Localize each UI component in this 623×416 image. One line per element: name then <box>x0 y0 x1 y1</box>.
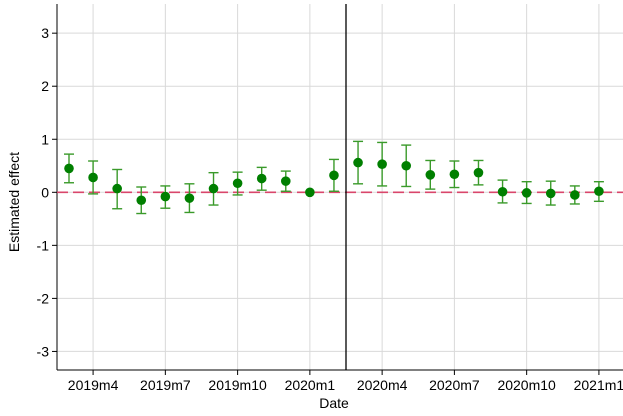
x-tick-label: 2021m1 <box>574 377 623 393</box>
y-axis-label: Estimated effect <box>6 152 22 252</box>
x-tick-label: 2019m7 <box>140 377 191 393</box>
y-tick-label: 0 <box>41 184 49 200</box>
point-estimate <box>160 191 171 202</box>
point-estimate <box>449 169 460 180</box>
x-tick-label: 2019m4 <box>68 377 119 393</box>
point-estimate <box>329 170 339 181</box>
x-tick-label: 2020m4 <box>357 377 408 393</box>
x-axis-label: Date <box>319 395 349 411</box>
y-tick-label: -2 <box>37 290 50 306</box>
point-estimate <box>136 195 147 206</box>
point-estimate <box>305 187 315 198</box>
point-estimate <box>570 190 580 200</box>
point-estimate <box>64 163 74 174</box>
tick-labels: -3 -2 -1 0 1 2 3 2019m4 2019m7 2019m10 2020m1 2020m… <box>37 25 623 393</box>
point-estimate <box>425 170 436 180</box>
point-estimate <box>473 167 484 178</box>
x-tick-label: 2020m7 <box>429 377 480 393</box>
point-estimates <box>64 157 604 206</box>
axes <box>52 4 623 375</box>
point-estimate <box>112 183 122 194</box>
point-estimate <box>521 188 532 198</box>
point-estimate <box>377 159 387 169</box>
y-tick-label: 2 <box>41 78 49 94</box>
x-tick-label: 2019m10 <box>208 377 267 393</box>
point-estimate <box>545 188 556 199</box>
point-estimate <box>353 157 363 168</box>
x-tick-label: 2020m10 <box>497 377 556 393</box>
y-tick-label: 3 <box>41 25 49 41</box>
point-estimate <box>184 193 195 203</box>
point-estimate <box>256 173 267 184</box>
y-tick-label: -1 <box>37 237 50 253</box>
point-estimate <box>594 186 604 197</box>
point-estimate <box>497 186 508 197</box>
y-tick-label: -3 <box>37 343 50 359</box>
x-tick-label: 2020m1 <box>285 377 336 393</box>
point-estimate <box>232 178 243 189</box>
point-estimate <box>280 176 291 186</box>
point-estimate <box>401 160 412 171</box>
point-estimate <box>88 172 98 183</box>
point-estimate <box>208 183 219 194</box>
y-tick-label: 1 <box>41 131 49 147</box>
